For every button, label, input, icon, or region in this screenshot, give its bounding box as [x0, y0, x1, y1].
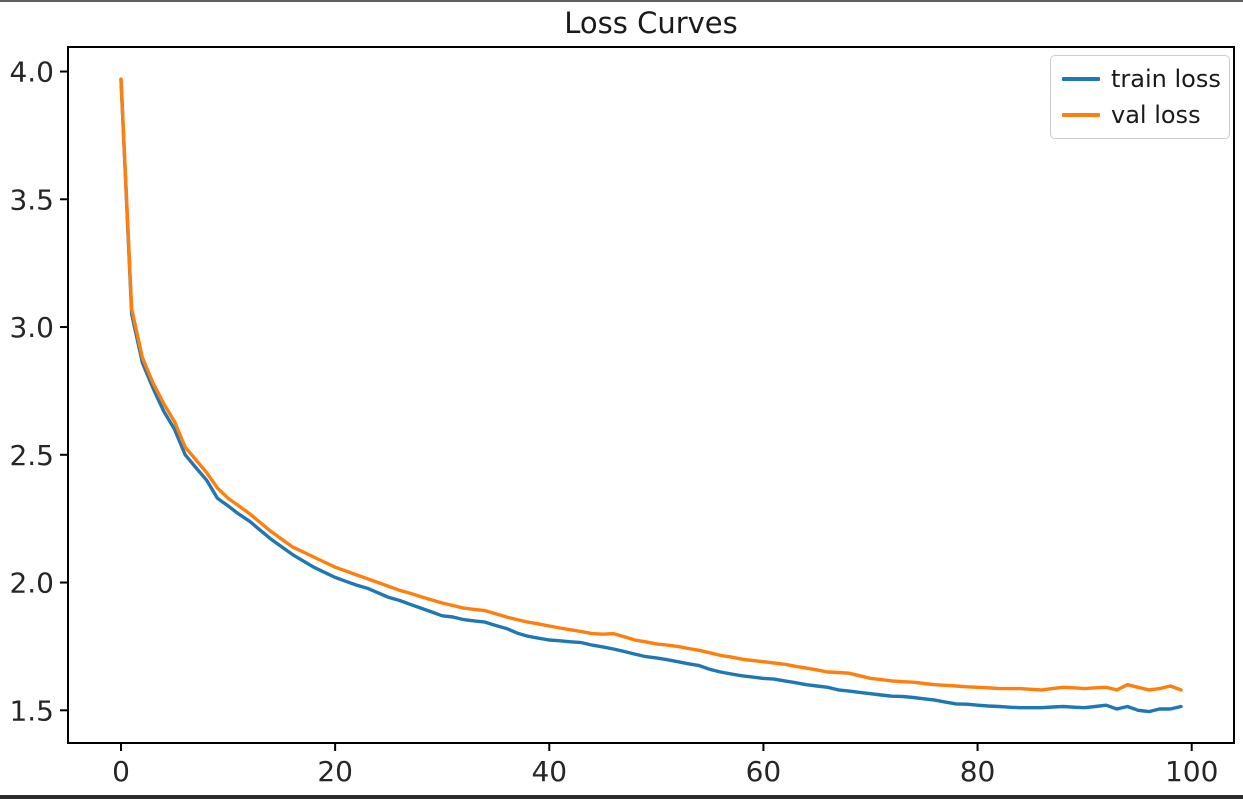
x-tick-label: 0 — [112, 755, 130, 788]
y-tick-label: 3.5 — [9, 183, 54, 216]
plot-title: Loss Curves — [564, 6, 738, 40]
window-border-top — [0, 0, 1243, 2]
x-tick-label: 20 — [317, 755, 353, 788]
legend: train loss val loss — [1050, 55, 1230, 139]
y-tick-label: 3.0 — [9, 311, 54, 344]
train-loss-legend-line — [1062, 77, 1100, 81]
train-loss-legend-label: train loss — [1111, 65, 1221, 93]
x-tick-label: 80 — [960, 755, 996, 788]
y-tick-label: 2.5 — [9, 439, 54, 472]
plot-frame — [67, 46, 1235, 744]
x-tick-label: 60 — [746, 755, 782, 788]
train-loss-line — [119, 77, 1183, 714]
y-tick-label: 2.0 — [9, 567, 54, 600]
x-tick-label: 100 — [1165, 755, 1218, 788]
val-loss-legend-label: val loss — [1111, 101, 1201, 129]
val-loss-legend-line — [1062, 113, 1100, 117]
legend-entry-train: train loss — [1062, 64, 1221, 94]
y-tick-label: 4.0 — [9, 56, 54, 89]
y-tick-label: 1.5 — [9, 694, 54, 727]
val-loss-line — [119, 77, 1183, 692]
x-tick-label: 40 — [531, 755, 567, 788]
window-border-bottom — [0, 795, 1243, 799]
legend-entry-val: val loss — [1062, 100, 1218, 130]
